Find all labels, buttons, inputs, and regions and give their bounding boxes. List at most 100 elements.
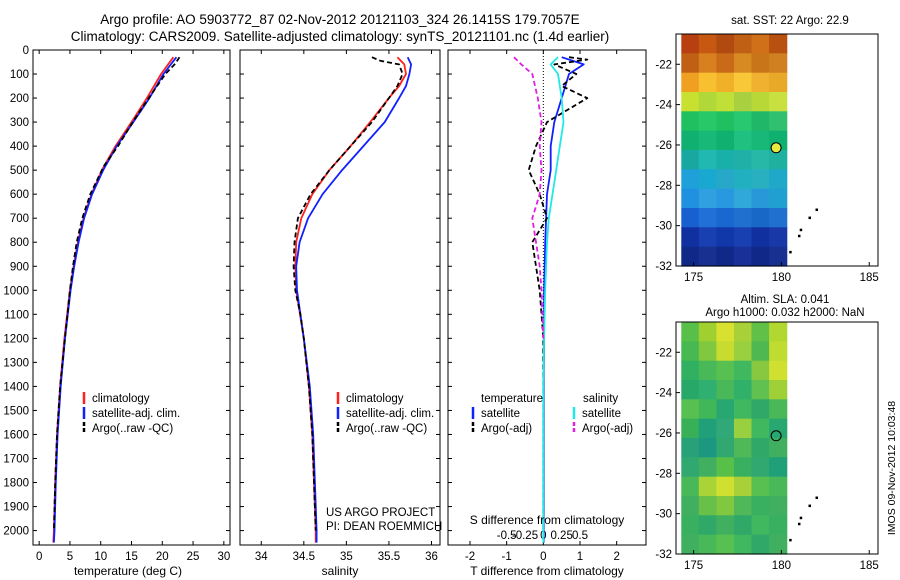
salinity-axes-frame xyxy=(239,49,441,546)
field-cell xyxy=(734,92,753,112)
temperature-xlabel: temperature (deg C) xyxy=(74,564,182,578)
field-cell xyxy=(716,34,735,54)
depth-tick-label: 1100 xyxy=(4,309,29,321)
series-line-satellite xyxy=(542,56,585,543)
lat-tick-label: -24 xyxy=(655,100,672,112)
depth-tick-label: 300 xyxy=(10,117,29,129)
field-cell xyxy=(734,380,753,400)
sst-float-track xyxy=(789,208,819,254)
field-cell xyxy=(734,496,753,516)
field-cell xyxy=(716,418,735,439)
field-cell xyxy=(769,34,788,54)
field-cell xyxy=(734,476,753,497)
field-cell xyxy=(681,92,700,112)
field-cell xyxy=(734,418,753,439)
sst-map-panel: sat. SST: 22 Argo: 22.9 175 180 185 -22 -24 -… xyxy=(655,15,878,284)
s-difference-x-axis: -0.5-0.25 0 0.25 0.5 xyxy=(497,530,588,542)
s-diff-tick-label: 0.5 xyxy=(572,530,588,542)
field-cell xyxy=(734,208,753,228)
x-tick-label: 35 xyxy=(340,551,353,563)
field-cell xyxy=(698,111,717,132)
field-cell xyxy=(681,322,700,342)
salinity-lines xyxy=(292,56,413,543)
field-cell xyxy=(734,322,753,342)
lat-tick-label: -30 xyxy=(655,509,672,521)
field-cell xyxy=(716,476,735,497)
depth-tick-label: 1000 xyxy=(3,285,29,297)
lat-tick-label: -32 xyxy=(655,261,672,273)
field-cell xyxy=(698,380,717,400)
field-cell xyxy=(716,246,735,267)
depth-tick-label: 100 xyxy=(10,69,29,81)
sla-field xyxy=(681,322,788,555)
depth-tick-label: 1400 xyxy=(3,381,29,393)
difference-axes-frame xyxy=(447,49,647,546)
field-cell xyxy=(751,476,770,497)
series-line-satellite xyxy=(542,56,565,543)
legend-label-t-satellite: satellite xyxy=(481,408,520,420)
figure-title-line2: Climatology: CARS2009. Satellite-adjuste… xyxy=(71,29,610,44)
lon-tick-label: 175 xyxy=(684,272,703,284)
track-point xyxy=(789,250,792,254)
temperature-legend: climatology satellite-adj. clim. Argo(..… xyxy=(82,392,180,435)
field-cell xyxy=(716,399,735,420)
track-point xyxy=(797,522,801,526)
sla-map-ticks: 175 180 185 -22 -24 -26 -28 -30 -32 xyxy=(655,347,878,572)
field-cell xyxy=(698,534,717,555)
field-cell xyxy=(769,150,788,170)
field-cell xyxy=(751,92,770,112)
field-cell xyxy=(698,150,717,170)
x-tick-label: 10 xyxy=(94,551,107,563)
sst-field xyxy=(681,34,788,267)
field-cell xyxy=(698,188,717,209)
field-cell xyxy=(751,34,770,54)
track-point xyxy=(808,504,811,508)
pi-annotation: PI: DEAN ROEMMICH xyxy=(326,521,442,533)
depth-tick-label: 900 xyxy=(10,261,29,273)
lat-tick-label: -32 xyxy=(655,549,672,561)
field-cell xyxy=(751,496,770,516)
legend-label-climatology: climatology xyxy=(346,393,404,405)
field-cell xyxy=(716,496,735,516)
field-cell xyxy=(681,476,700,497)
depth-tick-label: 1800 xyxy=(3,478,29,490)
depth-tick-label: 1700 xyxy=(3,453,29,465)
sla-map-title: Altim. SLA: 0.041 xyxy=(741,294,830,306)
x-tick-label: 15 xyxy=(125,551,138,563)
track-point xyxy=(797,234,801,238)
field-cell xyxy=(698,208,717,228)
depth-tick-label: 800 xyxy=(10,237,29,249)
series-line-argo-raw-qc- xyxy=(292,56,404,531)
series-line-argo-adj- xyxy=(527,56,589,531)
field-cell xyxy=(716,208,735,228)
temperature-profile-panel: 0100200300400500600700800900100011001200… xyxy=(3,45,231,578)
field-cell xyxy=(769,72,788,93)
field-cell xyxy=(751,227,770,248)
sla-float-track xyxy=(789,496,819,542)
field-cell xyxy=(698,399,717,420)
field-cell xyxy=(769,188,788,209)
legend-title-salinity: salinity xyxy=(583,393,618,405)
field-cell xyxy=(751,322,770,342)
field-cell xyxy=(769,169,788,190)
salinity-xlabel: salinity xyxy=(322,564,359,578)
field-cell xyxy=(698,360,717,381)
depth-tick-label: 1200 xyxy=(3,333,29,345)
field-cell xyxy=(769,360,788,381)
field-cell xyxy=(716,227,735,248)
field-cell xyxy=(698,496,717,516)
lat-tick-label: -28 xyxy=(655,180,672,192)
field-cell xyxy=(716,457,735,478)
lon-tick-label: 185 xyxy=(860,272,879,284)
field-cell xyxy=(751,341,770,362)
field-cell xyxy=(751,188,770,209)
field-cell xyxy=(769,438,788,458)
depth-tick-label: 1300 xyxy=(3,357,29,369)
legend-label-s-satellite: satellite xyxy=(582,408,621,420)
x-tick-label: 2 xyxy=(613,551,619,563)
lat-tick-label: -24 xyxy=(655,388,672,400)
field-cell xyxy=(734,130,753,151)
field-cell xyxy=(681,418,700,439)
depth-tick-label: 1900 xyxy=(3,502,29,514)
field-cell xyxy=(716,72,735,93)
